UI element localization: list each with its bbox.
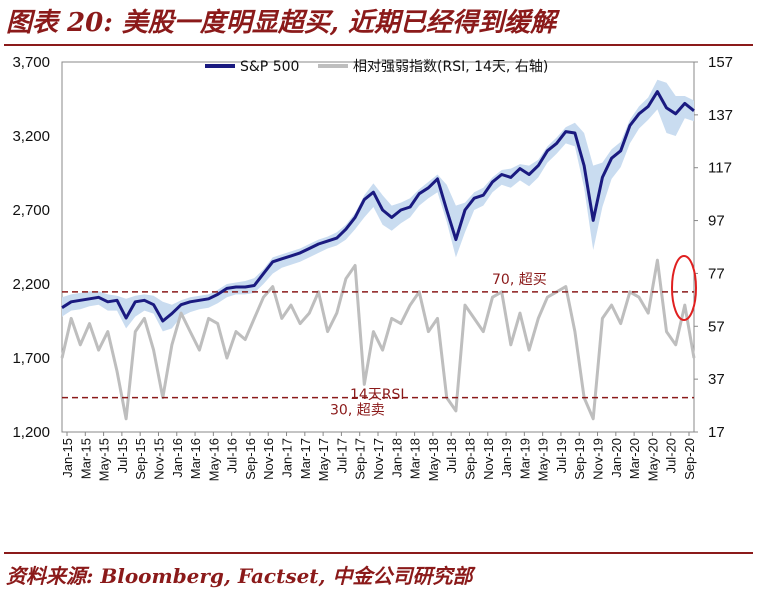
y-right-tick: 57 bbox=[708, 318, 725, 335]
threshold-label-70: 70, 超买 bbox=[492, 272, 547, 288]
x-tick: Jul-18 bbox=[444, 438, 459, 473]
x-tick: May-18 bbox=[426, 438, 441, 481]
x-tick: Jul-15 bbox=[115, 438, 130, 473]
y-left-tick: 1,200 bbox=[12, 424, 50, 441]
y-right-tick: 97 bbox=[708, 213, 725, 230]
y-right-tick: 117 bbox=[708, 160, 732, 177]
x-tick: Jan-17 bbox=[280, 438, 295, 478]
band-layer bbox=[62, 79, 694, 332]
x-tick: Jan-15 bbox=[60, 438, 75, 478]
y-axis-right: 17 37 57 77 97 117 137 157 bbox=[694, 54, 733, 441]
x-tick: Mar-17 bbox=[298, 438, 313, 479]
y-left-tick: 2,200 bbox=[12, 276, 50, 293]
x-tick: Nov-15 bbox=[152, 438, 167, 480]
footer-divider bbox=[4, 552, 753, 554]
x-tick: Nov-16 bbox=[261, 438, 276, 480]
legend-label-rsi: 相对强弱指数(RSI, 14天, 右轴) bbox=[353, 59, 548, 75]
overbought-highlight bbox=[671, 255, 697, 321]
x-tick: Jan-20 bbox=[609, 438, 624, 478]
y-right-tick: 37 bbox=[708, 371, 725, 388]
y-right-tick: 137 bbox=[708, 107, 733, 124]
x-tick: Jan-18 bbox=[389, 438, 404, 478]
x-tick: Sep-20 bbox=[682, 438, 697, 480]
page-title: 图表 20: 美股一度明显超买, 近期已经得到缓解 bbox=[6, 8, 556, 38]
x-tick: May-17 bbox=[316, 438, 331, 481]
x-tick: May-16 bbox=[206, 438, 221, 481]
x-tick: May-20 bbox=[645, 438, 660, 481]
x-tick: Nov-18 bbox=[481, 438, 496, 480]
spx-layer bbox=[61, 90, 695, 323]
rsi-annotation: 14天RSI bbox=[350, 387, 405, 403]
y-right-tick: 17 bbox=[708, 424, 725, 441]
y-right-tick: 77 bbox=[708, 265, 725, 282]
x-tick: Sep-19 bbox=[572, 438, 587, 480]
x-axis: Jan-15 Mar-15 May-15 Jul-15 Sep-15 Nov-15 Jan-… bbox=[60, 432, 697, 481]
x-tick: Jan-16 bbox=[170, 438, 185, 478]
rsi-layer bbox=[60, 258, 696, 421]
rsi-line bbox=[60, 258, 696, 421]
x-tick: Mar-19 bbox=[517, 438, 532, 479]
x-tick: Sep-15 bbox=[133, 438, 148, 480]
spx-band bbox=[62, 79, 694, 332]
x-tick: Jul-20 bbox=[664, 438, 679, 473]
legend-label-spx: S&P 500 bbox=[240, 59, 299, 75]
x-tick: Sep-17 bbox=[353, 438, 368, 480]
y-left-tick: 2,700 bbox=[12, 202, 50, 219]
y-right-tick: 157 bbox=[708, 54, 733, 71]
x-tick: Mar-15 bbox=[78, 438, 93, 479]
threshold-label-30: 30, 超卖 bbox=[330, 403, 385, 419]
title-divider bbox=[4, 44, 753, 46]
x-tick: Nov-19 bbox=[591, 438, 606, 480]
x-tick: Jul-16 bbox=[225, 438, 240, 473]
x-tick: Sep-18 bbox=[463, 438, 478, 480]
plot-frame bbox=[61, 61, 695, 433]
x-tick: Jul-17 bbox=[334, 438, 349, 473]
legend: S&P 500 相对强弱指数(RSI, 14天, 右轴) bbox=[205, 59, 548, 75]
x-tick: May-19 bbox=[536, 438, 551, 481]
y-left-tick: 1,700 bbox=[12, 350, 50, 367]
x-tick: Jul-19 bbox=[554, 438, 569, 473]
x-tick: May-15 bbox=[97, 438, 112, 481]
x-tick: Mar-16 bbox=[188, 438, 203, 479]
y-axis-left: 1,200 1,700 2,200 2,700 3,200 3,700 bbox=[12, 54, 50, 441]
x-tick: Mar-18 bbox=[408, 438, 423, 479]
x-tick: Jan-19 bbox=[499, 438, 514, 478]
x-tick: Nov-17 bbox=[371, 438, 386, 480]
x-tick: Sep-16 bbox=[243, 438, 258, 480]
y-left-tick: 3,700 bbox=[12, 54, 50, 71]
y-left-tick: 3,200 bbox=[12, 128, 50, 145]
threshold-layer bbox=[62, 291, 694, 399]
x-tick: Mar-20 bbox=[627, 438, 642, 479]
spx-line bbox=[61, 90, 695, 323]
source-note: 资料来源: Bloomberg, Factset, 中金公司研究部 bbox=[6, 564, 473, 588]
